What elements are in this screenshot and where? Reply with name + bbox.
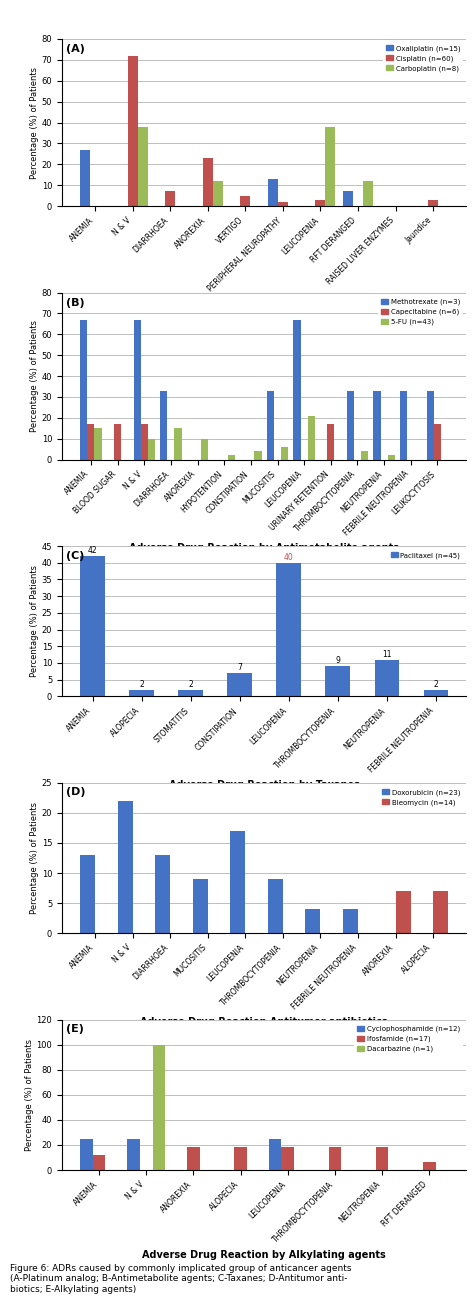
Bar [400,391,407,460]
Bar [326,126,336,207]
Bar [193,879,208,933]
Bar [165,191,175,207]
Text: (C): (C) [66,550,84,560]
Y-axis label: Percentage (%) of Patients: Percentage (%) of Patients [30,66,39,178]
Bar [230,831,246,933]
Y-axis label: Percentage (%) of Patients: Percentage (%) of Patients [25,1039,34,1150]
Bar [174,428,181,460]
Bar [240,196,250,207]
Bar [375,659,399,697]
Bar [396,891,411,933]
Bar [428,200,438,207]
X-axis label: Adverse Drug Reaction by Taxanes: Adverse Drug Reaction by Taxanes [169,780,359,790]
Bar [343,909,358,933]
Bar [155,855,170,933]
Text: (D): (D) [66,788,85,797]
Bar [427,391,434,460]
Bar [153,1045,165,1170]
Bar [326,667,350,697]
Bar [327,424,334,460]
Bar [281,447,288,460]
Bar [160,391,168,460]
Bar [374,391,381,460]
Bar [80,556,105,697]
Legend: Oxaliplatin (n=15), Cisplatin (n=60), Carboplatin (n=8): Oxaliplatin (n=15), Cisplatin (n=60), Ca… [383,43,463,74]
Bar [307,416,315,460]
Bar [128,1139,140,1170]
Bar [294,320,301,460]
X-axis label: Adverse Drug Reaction by Antimetabolite agents: Adverse Drug Reaction by Antimetabolite … [129,543,399,554]
Bar [228,455,235,460]
Bar [277,563,301,697]
Y-axis label: Percentage (%) of Patients: Percentage (%) of Patients [30,802,39,914]
X-axis label: Adverse Drug Reaction Antitumor antibiotics: Adverse Drug Reaction Antitumor antibiot… [140,1017,388,1027]
Bar [80,150,90,207]
Bar [80,320,88,460]
Bar [203,159,213,207]
Y-axis label: Percentage (%) of Patients: Percentage (%) of Patients [30,566,39,677]
Bar [254,451,261,460]
Bar [93,1154,105,1170]
Bar [138,126,148,207]
Legend: Cyclophosphamide (n=12), Ifosfamide (n=17), Dacarbazine (n=1): Cyclophosphamide (n=12), Ifosfamide (n=1… [355,1023,463,1056]
Text: 2: 2 [188,680,193,689]
Bar [88,424,95,460]
Bar [114,424,121,460]
Bar [361,451,368,460]
Bar [328,1148,341,1170]
Bar [281,1148,294,1170]
Bar [306,909,320,933]
Text: 2: 2 [139,680,144,689]
Bar [213,181,223,207]
X-axis label: Adverse Drug Reaction by  Platinum analogs: Adverse Drug Reaction by Platinum analog… [141,299,387,308]
Text: 42: 42 [88,546,98,555]
Bar [228,673,252,697]
Bar [95,428,101,460]
Bar [134,320,141,460]
Bar [316,200,326,207]
Text: (E): (E) [66,1024,84,1034]
Bar [148,438,155,460]
Bar [267,391,274,460]
Bar [80,1139,93,1170]
Text: Figure 6: ADRs caused by commonly implicated group of anticancer agents
(A-Plati: Figure 6: ADRs caused by commonly implic… [10,1264,351,1294]
Bar [434,424,441,460]
Text: 7: 7 [237,663,242,672]
Bar [201,438,208,460]
Legend: Paclitaxel (n=45): Paclitaxel (n=45) [388,550,463,562]
Bar [178,690,203,697]
Bar [269,1139,281,1170]
Text: 2: 2 [434,680,438,689]
Legend: Doxorubicin (n=23), Bleomycin (n=14): Doxorubicin (n=23), Bleomycin (n=14) [379,786,463,809]
Bar [363,181,373,207]
Text: 11: 11 [382,650,392,659]
Text: 40: 40 [284,552,294,562]
Bar [234,1148,247,1170]
Bar [423,1162,436,1170]
Bar [376,1148,388,1170]
Bar [433,891,448,933]
Bar [268,879,283,933]
Bar [118,801,133,933]
Bar [278,202,288,207]
Bar [347,391,354,460]
Bar [268,179,278,207]
Bar [141,424,148,460]
Bar [128,56,138,207]
Text: 9: 9 [335,656,340,666]
X-axis label: Adverse Drug Reaction by Alkylating agents: Adverse Drug Reaction by Alkylating agen… [142,1249,386,1260]
Y-axis label: Percentage (%) of Patients: Percentage (%) of Patients [30,320,39,432]
Bar [187,1148,200,1170]
Text: (A): (A) [66,44,85,55]
Legend: Methotrexate (n=3), Capecitabine (n=6), 5-FU (n=43): Methotrexate (n=3), Capecitabine (n=6), … [378,296,463,328]
Bar [129,690,154,697]
Bar [424,690,448,697]
Bar [343,191,353,207]
Text: (B): (B) [66,298,85,308]
Bar [387,455,395,460]
Bar [80,855,95,933]
